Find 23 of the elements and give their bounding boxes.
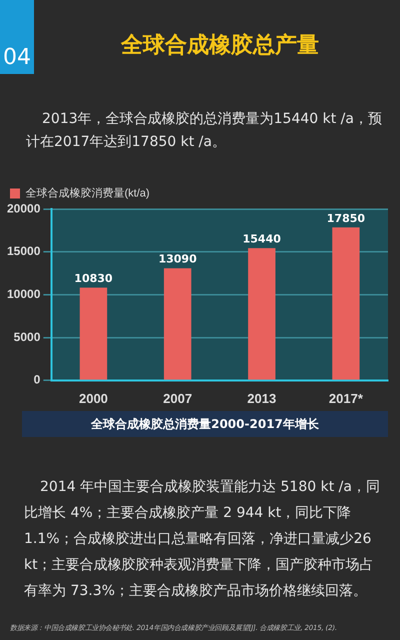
x-tick-label: 2013 [247,390,276,406]
y-tick-label: 0 [34,372,41,387]
legend-label: 全球合成橡胶消费量(kt/a) [26,186,150,200]
data-label: 17850 [326,212,366,225]
text: 04 [0,0,34,74]
text: 全球合成橡胶总消费量2000-2017年增长 [22,411,388,437]
data-label: 10830 [74,272,113,285]
bar [332,227,360,380]
y-tick-label: 15000 [6,244,41,258]
data-label: 13090 [158,252,198,266]
bar [80,288,108,380]
x-tick-label: 2017* [328,390,364,406]
x-tick-label: 2000 [78,390,108,406]
data-label: 15440 [242,232,282,246]
y-tick-label: 5000 [14,330,41,344]
bar [164,268,192,380]
text: 2014 年中国主要合成橡胶装置能力达 5180 kt /a，同比增长 4%；主要合成橡胶产量 2 944 kt，同比下降 1.1%；合成橡胶进出口总量略有回落，净进口量减少26 kt；主要合成橡胶胶种表观消费量下降，国产胶种市场占有率为 73.3%；主要合成橡胶产品市场价格继续回落。 [24,478,381,601]
chart-title: 全球合成橡胶总产量 [120,32,320,60]
y-tick-label: 20000 [6,201,41,216]
bar [248,248,276,380]
chart-subtitle: 2013年，全球合成橡胶的总消费量为15440 kt /a，预计在2017年达到17850 kt /a。 [26,110,383,152]
x-tick-label: 2007 [163,390,192,406]
y-tick-label: 10000 [6,287,41,302]
